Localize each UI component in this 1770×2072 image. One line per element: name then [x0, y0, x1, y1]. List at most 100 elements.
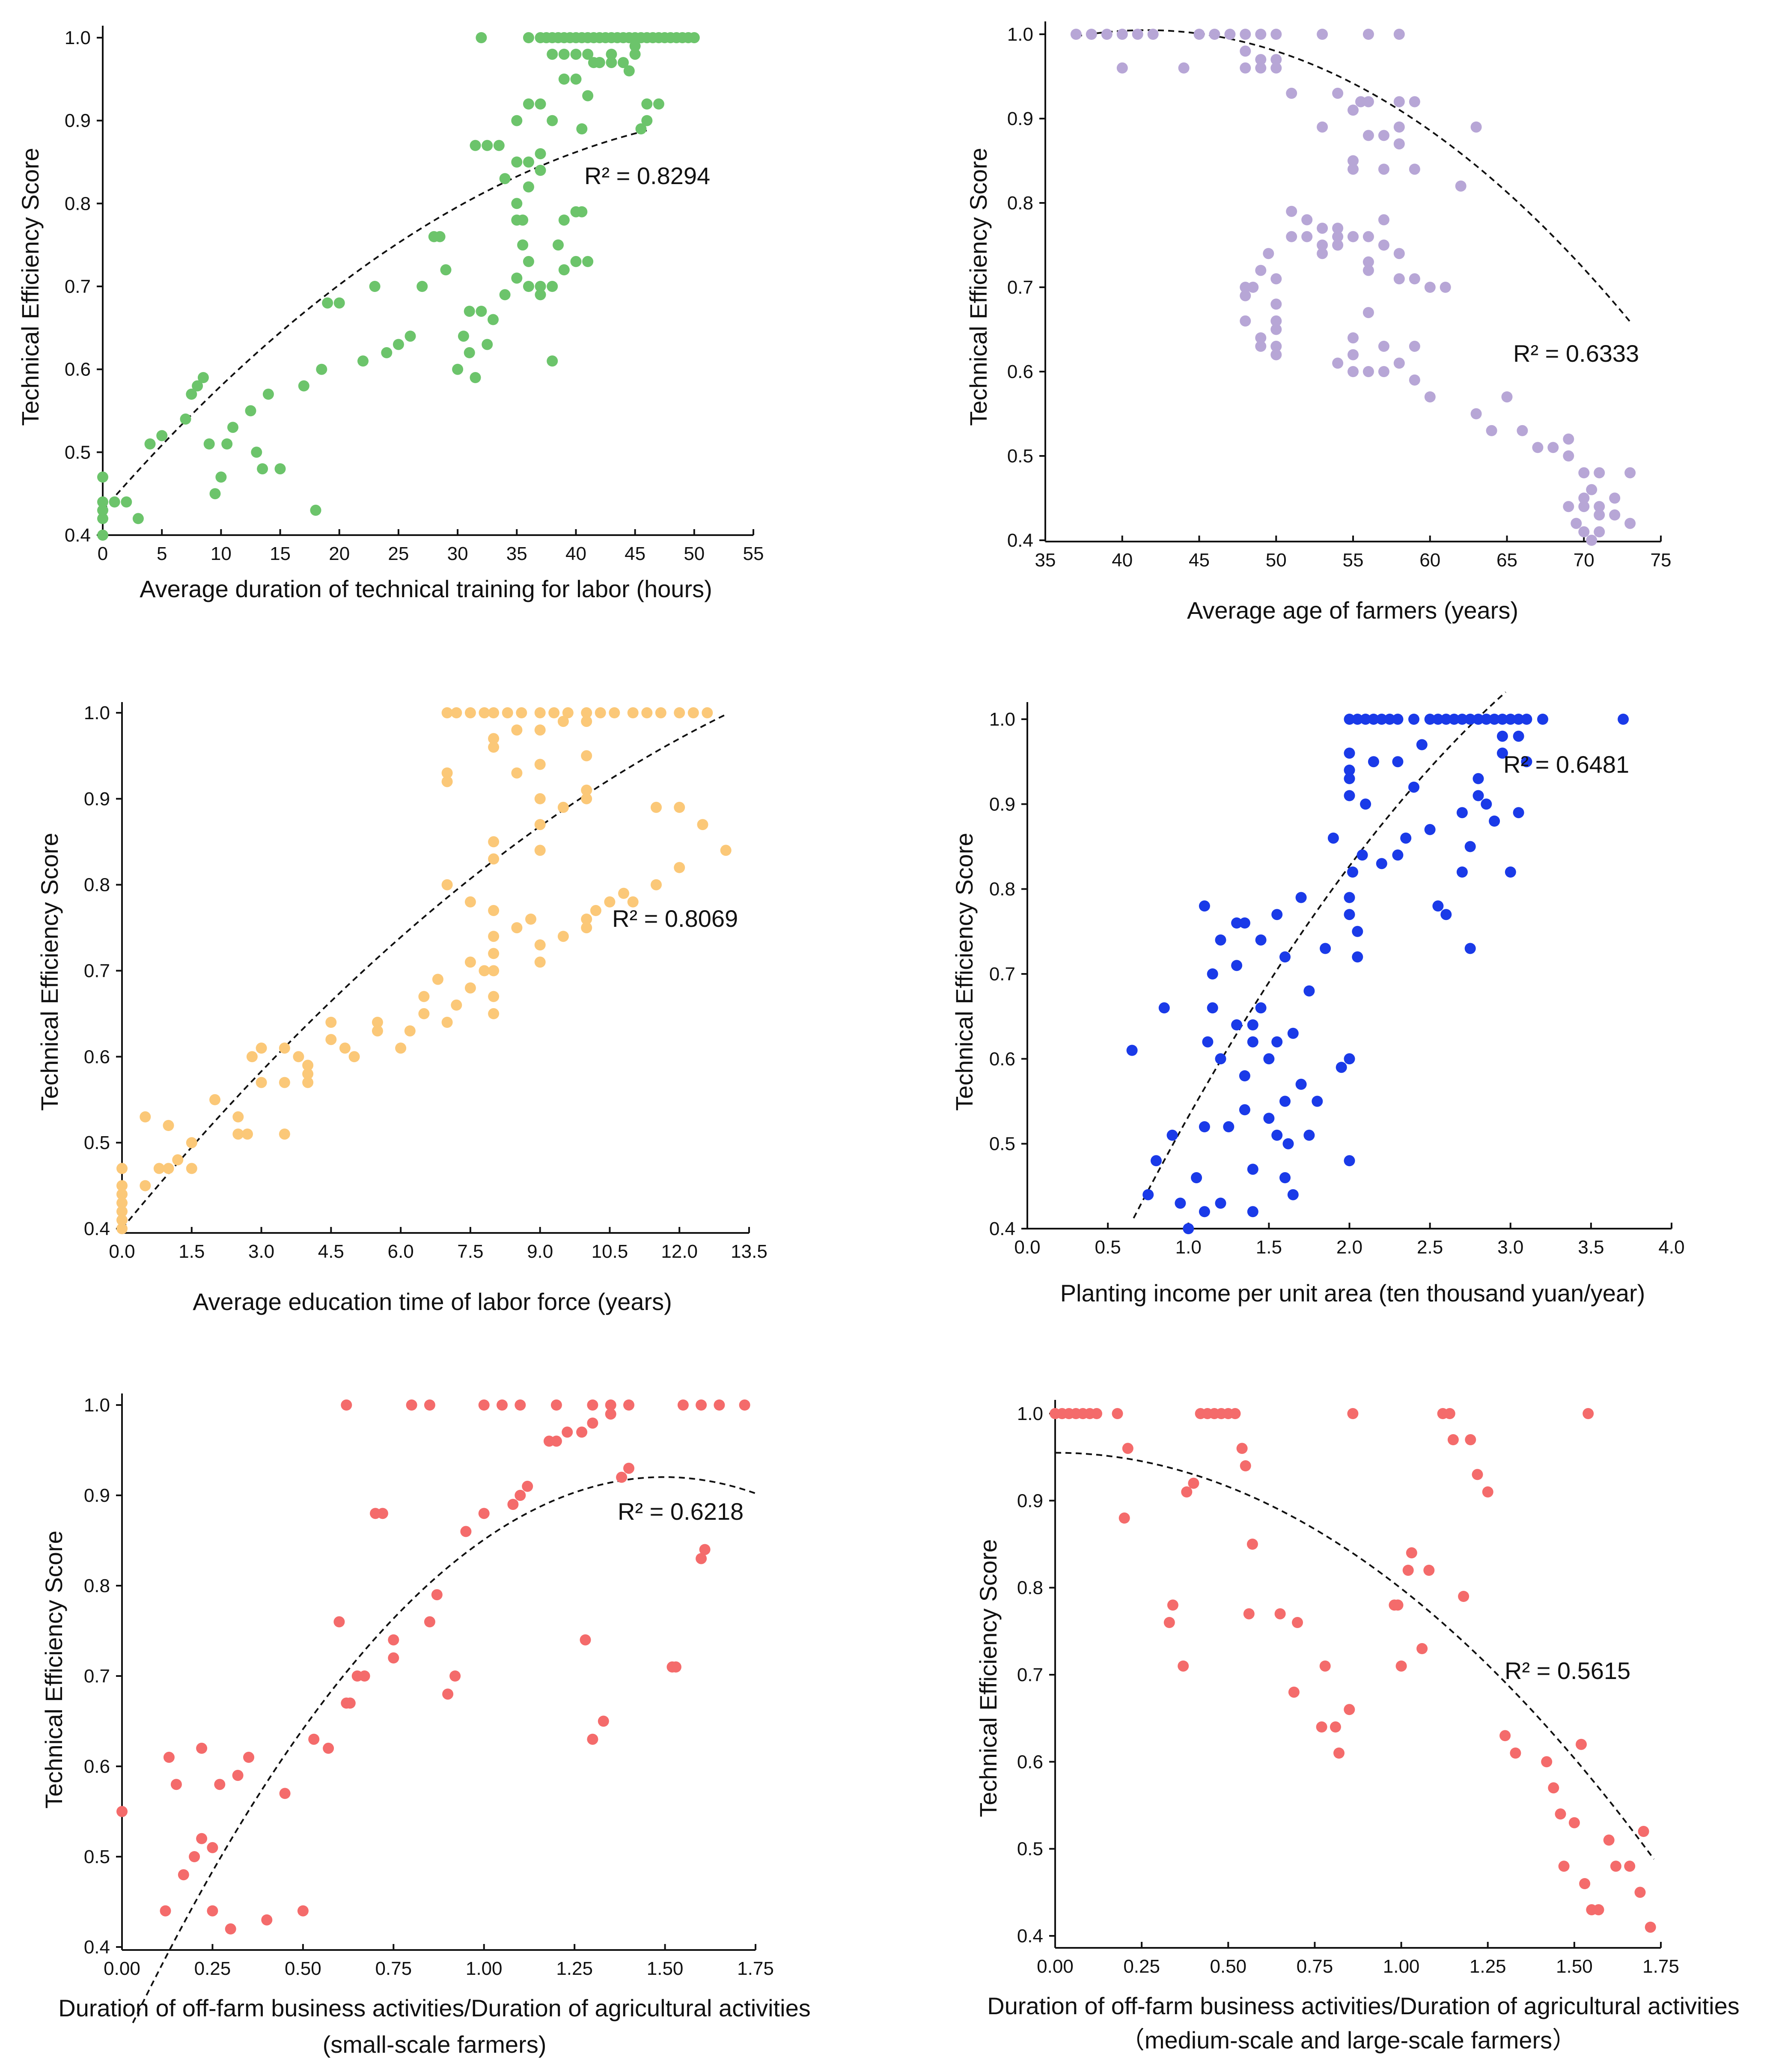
data-point [441, 1017, 453, 1028]
data-point [441, 879, 453, 890]
chart-panel-training: 0 5 10 15 20 25 30 35 40 45 50 55 0.4 0.5 0.6 0.7 0.8 0.9… [17, 26, 764, 602]
x-tick-label: 10 [211, 543, 232, 564]
data-point [1207, 968, 1218, 979]
data-point [298, 380, 309, 392]
data-point [1392, 1599, 1404, 1611]
data-point [1440, 282, 1451, 293]
data-point [558, 214, 570, 226]
data-point [550, 1435, 562, 1447]
data-point [1147, 29, 1159, 40]
data-point [1344, 892, 1355, 903]
y-tick-label: 0.7 [1007, 277, 1033, 298]
data-point [1571, 518, 1582, 529]
x-tick-label: 12.0 [661, 1241, 698, 1262]
data-point [393, 339, 404, 350]
data-point [333, 297, 345, 309]
data-point [1316, 1721, 1327, 1733]
data-point [464, 956, 476, 968]
data-point [359, 1670, 370, 1682]
chart-panel-age: 35 40 45 50 55 60 65 70 750.40.50.60.70.80.91.0 … [965, 21, 1671, 624]
data-point [616, 1471, 628, 1483]
data-point [1243, 1608, 1255, 1619]
data-point [523, 98, 534, 110]
y-axis-title: Technical Efficiency Score [975, 1539, 1002, 1817]
x-tick-label: 0.0 [109, 1241, 135, 1262]
data-point [1362, 231, 1374, 242]
data-point [441, 767, 453, 779]
data-point [1563, 450, 1574, 461]
data-point [1348, 332, 1359, 344]
y-tick-label: 0.4 [65, 525, 91, 546]
data-point [714, 1399, 725, 1411]
data-point [170, 1779, 182, 1790]
data-point [1378, 239, 1389, 251]
x-tick-label: 6.0 [388, 1241, 414, 1262]
data-point [582, 48, 594, 60]
data-point [581, 922, 592, 934]
y-tick-label: 0.6 [84, 1756, 110, 1777]
data-point [557, 931, 569, 942]
x-tick-label: 0.00 [104, 1958, 140, 1979]
data-point [310, 504, 321, 516]
data-point [140, 1111, 151, 1122]
data-point [302, 1060, 314, 1071]
data-point [1320, 943, 1331, 954]
data-point [1432, 714, 1444, 725]
data-point [534, 793, 546, 804]
data-point [1408, 714, 1419, 725]
data-point [256, 1042, 267, 1054]
data-point [696, 1399, 707, 1411]
data-point [1489, 816, 1500, 827]
data-point [688, 32, 700, 43]
data-point [1246, 1539, 1258, 1550]
data-point [470, 372, 481, 383]
x-tick-label: 0.00 [1037, 1956, 1074, 1977]
data-point [1455, 180, 1467, 192]
data-point [557, 716, 569, 727]
data-point [1282, 1138, 1294, 1149]
data-point [116, 1214, 128, 1226]
data-point [1247, 1164, 1258, 1175]
data-point [279, 1128, 290, 1140]
data-point [132, 513, 144, 524]
data-point [404, 1025, 416, 1037]
data-point [192, 380, 203, 392]
x-tick-label: 0.50 [1210, 1956, 1246, 1977]
data-point [1558, 1861, 1570, 1872]
data-point [180, 413, 191, 425]
data-point [1505, 866, 1516, 878]
data-point [1610, 1861, 1621, 1872]
y-tick-label: 0.5 [84, 1132, 110, 1153]
x-tick-label: 50 [1266, 550, 1287, 571]
data-point [1292, 1617, 1303, 1628]
x-tick-label: 30 [447, 543, 468, 564]
r2-label: R² = 0.6481 [1503, 751, 1629, 778]
data-point [1270, 273, 1282, 285]
data-point [322, 297, 333, 309]
data-point [243, 1751, 254, 1763]
data-point [1496, 714, 1508, 725]
data-point [1181, 1486, 1193, 1497]
x-tick-label: 10.5 [592, 1241, 628, 1262]
data-point [116, 1806, 128, 1817]
data-point [576, 206, 588, 217]
data-point [1360, 798, 1371, 810]
data-point [418, 1008, 430, 1019]
data-point [116, 1163, 128, 1174]
y-tick-label: 0.4 [1017, 1926, 1043, 1947]
data-point [1444, 1408, 1455, 1419]
data-point [325, 1017, 337, 1028]
tick-group: 0 5 10 15 20 25 30 35 40 45 50 55 0.4 0.5 0.6 0.7 0.8 0.9… [65, 27, 764, 564]
data-point [1330, 1721, 1341, 1733]
y-tick-label: 1.0 [1017, 1403, 1043, 1424]
data-point [697, 819, 708, 831]
data-point [1240, 62, 1251, 74]
data-point [479, 707, 490, 718]
data-point [1332, 231, 1344, 242]
data-point [1393, 138, 1405, 150]
y-tick-label: 0.6 [1017, 1751, 1043, 1772]
data-point [369, 281, 381, 292]
data-point [1392, 714, 1404, 725]
y-axis-title: Technical Efficiency Score [17, 148, 44, 426]
